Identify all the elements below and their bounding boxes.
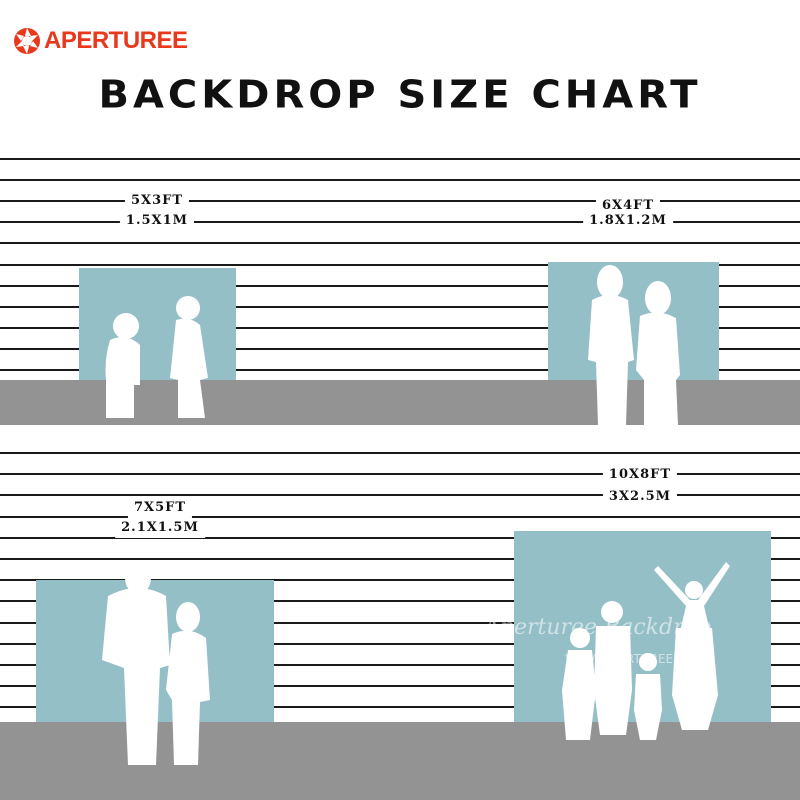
size-label-metric: 2.1X1.5M: [115, 518, 205, 538]
adult-silhouette: [166, 602, 210, 765]
guide-line: [0, 664, 800, 666]
guide-line: [0, 179, 800, 181]
brand-name: APERTUREE: [44, 27, 188, 54]
guide-line: [0, 369, 800, 371]
guide-line: [0, 264, 800, 266]
guide-line: [0, 285, 800, 287]
backdrop-6x4: [548, 262, 719, 380]
brand-logo: APERTUREE: [10, 26, 188, 56]
guide-line: [0, 158, 800, 160]
guide-line: [0, 706, 800, 708]
size-label-imperial: 7X5FT: [127, 498, 193, 518]
page-title: BACKDROP SIZE CHART: [98, 73, 702, 117]
guide-line: [0, 685, 800, 687]
guide-line: [0, 306, 800, 308]
guide-line: [0, 348, 800, 350]
adult-silhouette: [102, 562, 170, 765]
guide-line: [0, 558, 800, 560]
child-silhouette: [105, 313, 140, 418]
guide-line: [0, 452, 800, 454]
guide-line: [0, 221, 800, 223]
guide-line: [0, 242, 800, 244]
guide-line: [0, 600, 800, 602]
size-label-metric: 1.5X1M: [119, 211, 195, 231]
adult-silhouette: [636, 281, 680, 425]
family-silhouette: [562, 562, 730, 740]
size-label-metric: 1.8X1.2M: [583, 211, 673, 231]
guide-line: [0, 327, 800, 329]
guide-line: [0, 494, 800, 496]
guide-line: [0, 537, 800, 539]
adult-silhouette: [588, 265, 634, 425]
guide-line: [0, 473, 800, 475]
guide-line: [0, 200, 800, 202]
backdrop-5x3: [79, 268, 236, 380]
guide-line: [0, 579, 800, 581]
size-label-imperial: 5X3FT: [124, 191, 190, 211]
size-label-imperial: 10X8FT: [602, 465, 678, 485]
guide-line: [0, 516, 800, 518]
aperture-icon: [14, 28, 40, 54]
guide-line: [0, 622, 800, 624]
size-label-metric: 3X2.5M: [602, 487, 678, 507]
child-silhouette: [170, 296, 208, 418]
guide-line: [0, 643, 800, 645]
